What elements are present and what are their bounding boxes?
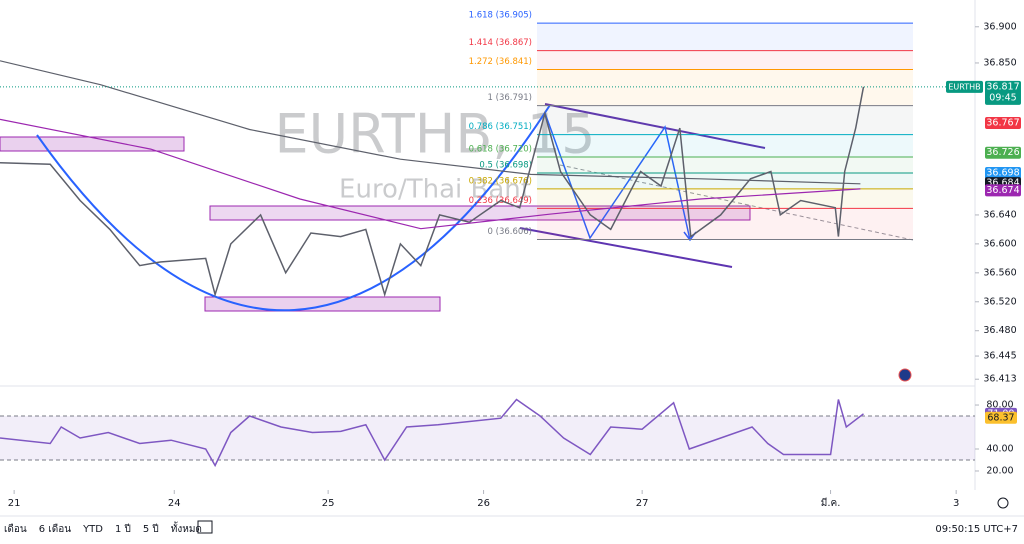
y-tick-label: 36.640 [983,209,1016,220]
y-tick-label: 40.00 [986,443,1013,454]
y-tick-label: 36.480 [983,325,1016,336]
countdown: 09:45 [989,92,1016,103]
y-tick-label: 36.900 [983,21,1016,32]
fib-zone [537,23,913,51]
y-tick-label: 36.560 [983,267,1016,278]
settings-icon [997,497,1009,509]
fib-zone [537,188,913,209]
watermark-subtitle: Euro/Thai Baht [339,175,531,205]
fib-zone [537,69,913,106]
fib-zone [537,50,913,70]
fib-label: 0.786 (36.751) [469,122,532,132]
zone-box [0,136,185,152]
x-tick-label: 21 [8,498,21,509]
channel-line [544,103,766,149]
channel-line [519,227,733,268]
symbol-tag: EURTHB [948,82,980,91]
drawings [0,103,1009,534]
calendar-icon [197,520,213,534]
series-line [0,86,865,298]
rsi-band [0,416,975,460]
toolbar: เดือน 6 เดือน YTD 1 ปี 5 ปี ทั้งหมด 09:50:15 U… [4,521,1018,535]
x-tick-label: 26 [477,498,490,509]
price-badge [985,184,1021,197]
zone-box [204,296,441,312]
price-badge [985,80,1021,105]
y-tick-label: 36.850 [983,57,1016,68]
fib-zone [537,172,913,189]
x-tick-label: 24 [168,498,181,509]
range-button[interactable]: เดือน [4,523,27,535]
y-tick-label: 36.413 [983,374,1016,385]
fib-zone [537,208,913,240]
price-badge [985,166,1021,179]
fib-label: 0.5 (36.698) [479,160,532,170]
fib-zone [537,105,913,135]
price-badge-label: 36.817 [986,81,1019,92]
fib-label: 1.414 (36.867) [469,38,532,48]
x-tick-label: มี.ค. [821,497,841,509]
x-tick-label: 27 [636,498,649,509]
fib-label: 1 (36.791) [488,93,532,103]
series-line [0,60,861,185]
price-badge [985,117,1021,130]
fib-label: 0.618 (36.720) [469,145,532,155]
x-tick-label: 25 [322,498,335,509]
fib-zone [537,134,913,158]
fib-label: 0 (36.606) [488,227,532,237]
clock: 09:50:15 UTC+7 [935,524,1018,535]
y-tick-label: 36.600 [983,238,1016,249]
fib-label: 1.618 (36.905) [469,11,532,21]
price-badge-label: 36.698 [986,167,1019,178]
range-button[interactable]: 6 เดือน [39,523,71,535]
price-badge [985,146,1021,159]
range-button[interactable]: YTD [82,524,103,535]
fib-label: 0.382 (36.676) [469,176,532,186]
range-button[interactable]: ทั้งหมด [171,521,202,535]
y-tick-label: 80.00 [986,400,1013,411]
value-badge [985,411,1017,424]
value-badge-label: 68.37 [987,412,1014,423]
y-tick-label: 36.445 [983,351,1016,362]
y-tick-label: 36.520 [983,296,1016,307]
x-tick-label: 3 [953,498,959,509]
price-badge-label: 36.726 [986,147,1019,158]
series-line [0,398,864,468]
price-badge-label: 36.674 [986,185,1019,196]
cup-curve [36,104,551,312]
y-tick-label: 20.00 [986,465,1013,476]
range-button[interactable]: 1 ปี [115,523,131,535]
fib-zone [537,157,913,173]
price-badge-label: 36.767 [986,118,1019,129]
series-line [0,118,861,230]
fib-label: 1.272 (36.841) [469,57,532,67]
symbol-tag-bg [946,80,983,93]
event-icon [898,368,912,382]
range-button[interactable]: 5 ปี [143,523,159,535]
price-badge-label: 36.684 [986,178,1019,189]
